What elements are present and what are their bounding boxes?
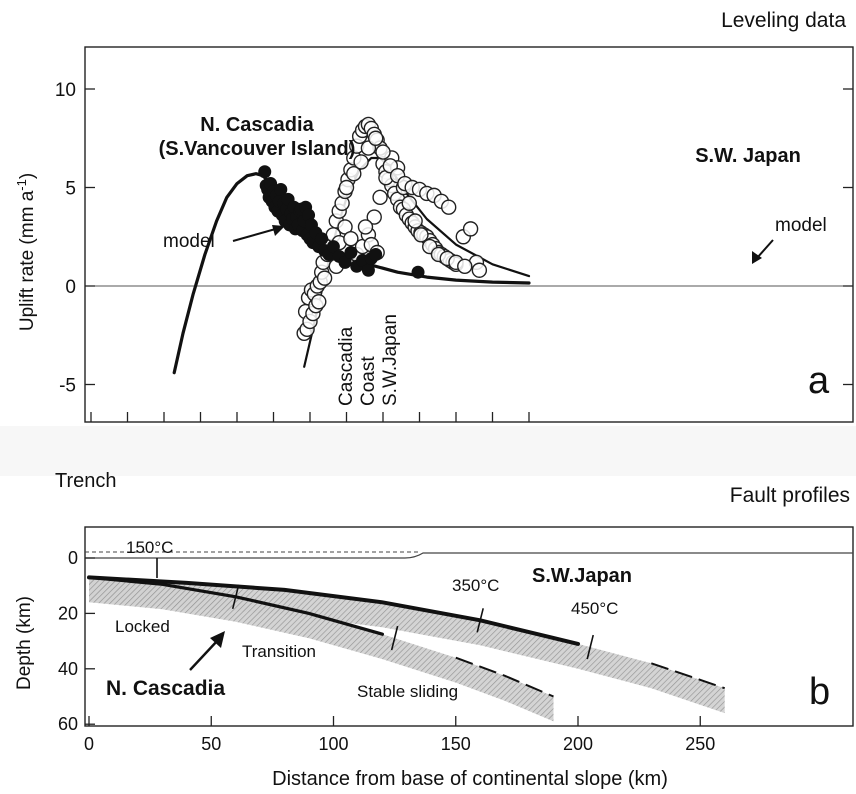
panel-a-japan-points (296, 116, 488, 341)
sea-level-line (85, 552, 853, 559)
japan-point (338, 179, 355, 196)
fault-line-dashed (650, 662, 726, 690)
japan-point (401, 195, 417, 211)
cascadia-point (369, 247, 383, 261)
japan-point (457, 258, 473, 274)
coast-label-line2: Coast (358, 356, 379, 406)
y-tick-label: 10 (55, 80, 76, 101)
zone-stable-label: Stable sliding (357, 682, 458, 701)
cascadia-point (274, 182, 288, 196)
panel-b-label: b (809, 671, 830, 713)
y-tick-label: 5 (65, 179, 76, 200)
model-label-right: model (775, 215, 827, 236)
y-tick-label: 20 (58, 603, 78, 623)
y-tick-label: -5 (59, 376, 76, 397)
x-tick-label: 50 (201, 734, 221, 754)
panel-a-y-ticks: -5 0 5 10 (55, 80, 853, 422)
panel-a-cascadia-points (258, 165, 425, 279)
cascadia-point (344, 246, 358, 260)
panel-b-xlabel: Distance from base of continental slope … (272, 768, 668, 790)
japan-point (413, 227, 429, 243)
japan-point (316, 270, 333, 286)
panel-a-ylabel: Uplift rate (mm a-1) (14, 173, 38, 331)
coast-label: Cascadia Coast S.W.Japan (336, 314, 401, 406)
japan-title: S.W. Japan (695, 145, 801, 167)
cascadia-point (315, 232, 329, 246)
japan-point (357, 219, 374, 235)
japan-point (346, 166, 362, 182)
cascadia-arrowhead (210, 631, 225, 648)
cascadia-point (258, 165, 272, 179)
model-curve (172, 172, 265, 375)
isotherm-marker (390, 625, 399, 651)
japan-point (311, 294, 327, 310)
isotherm-marker (231, 584, 240, 609)
panel-a-frame (84, 46, 854, 423)
panel-a-title: Leveling data (721, 9, 846, 32)
fault-line-dashed (455, 656, 554, 698)
cascadia-point (326, 240, 340, 254)
panel-b: Trench Fault profiles 0 50 100 150 200 250 0 20… (14, 470, 854, 790)
trench-label: Trench (55, 470, 117, 492)
model-arrowhead-right (752, 251, 762, 264)
y-tick-label: 0 (65, 277, 76, 298)
slab-band (89, 577, 554, 722)
fault-bands (89, 577, 725, 722)
japan-point (441, 199, 457, 215)
isotherm-marker (586, 634, 595, 660)
panel-b-frame (84, 526, 854, 727)
japan-point (353, 154, 369, 170)
cascadia-point (361, 263, 375, 277)
x-tick-label: 0 (84, 734, 94, 754)
cascadia-title-line1: N. Cascadia (200, 114, 314, 136)
y-tick-label: 0 (68, 548, 78, 568)
model-arrow-left (232, 227, 280, 242)
panel-a-label: a (808, 360, 830, 402)
zone-locked-label: Locked (115, 617, 170, 636)
cascadia-point (411, 265, 425, 279)
x-tick-label: 150 (441, 734, 471, 754)
iso450-label: 450°C (571, 599, 618, 618)
fault-line (87, 575, 580, 646)
x-tick-label: 200 (563, 734, 593, 754)
cascadia-point (302, 208, 316, 222)
japan-point (366, 209, 382, 225)
x-tick-label: 100 (318, 734, 348, 754)
cascadia-arrow (189, 639, 219, 671)
panel-a: Leveling data -5 0 5 10 Uplift rate (mm a-1… (14, 9, 854, 423)
coast-label-line1: Cascadia (336, 326, 357, 406)
japan-point (343, 231, 359, 247)
iso350-label: 350°C (452, 576, 499, 595)
y-tick-label: 60 (58, 714, 78, 734)
panel-b-ticks: 0 50 100 150 200 250 0 20 40 60 (58, 548, 715, 754)
japan-point (368, 130, 384, 146)
isotherm-marker (476, 608, 484, 633)
cascadia-point (338, 255, 352, 269)
iso150-label: 150°C (126, 538, 173, 557)
model-label-left: model (163, 231, 215, 252)
model-arrowhead-left (272, 225, 285, 236)
cascadia-title-line2: (S.Vancouver Island) (159, 138, 356, 160)
panel-b-title: Fault profiles (730, 484, 850, 507)
zone-transition-label: Transition (242, 642, 316, 661)
fault-lines (87, 575, 726, 698)
panel-b-ylabel: Depth (km) (14, 596, 35, 690)
y-tick-label: 40 (58, 659, 78, 679)
swjapan-fault-label: S.W.Japan (532, 565, 632, 587)
japan-point (462, 221, 479, 237)
cascadia-fault-label: N. Cascadia (106, 677, 225, 700)
japan-point (471, 262, 488, 278)
coast-label-line3: S.W.Japan (380, 314, 401, 406)
model-arrow-right (756, 239, 774, 259)
japan-point (372, 189, 388, 206)
scan-band (0, 426, 856, 476)
x-tick-label: 250 (685, 734, 715, 754)
japan-point (375, 144, 391, 160)
japan-point (407, 213, 423, 229)
